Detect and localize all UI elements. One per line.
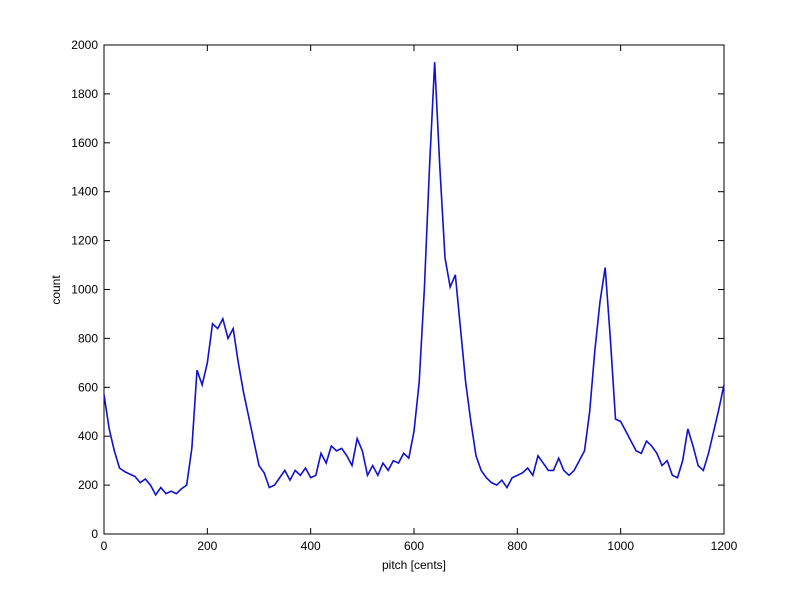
y-tick-label: 1000 xyxy=(71,283,98,297)
y-tick-label: 400 xyxy=(78,429,98,443)
y-tick-label: 600 xyxy=(78,380,98,394)
x-tick-label: 1200 xyxy=(711,539,738,553)
y-tick-label: 1800 xyxy=(71,87,98,101)
y-tick-label: 0 xyxy=(91,527,98,541)
y-tick-label: 800 xyxy=(78,331,98,345)
y-tick-label: 1200 xyxy=(71,234,98,248)
data-line xyxy=(103,62,725,497)
x-tick-label: 1000 xyxy=(607,539,634,553)
x-tick-label: 0 xyxy=(101,539,108,553)
y-axis-label: count xyxy=(49,275,63,305)
x-tick-label: 400 xyxy=(301,539,321,553)
x-tick-label: 200 xyxy=(197,539,217,553)
x-tick-label: 800 xyxy=(507,539,527,553)
y-tick-label: 2000 xyxy=(71,38,98,52)
x-tick-label: 600 xyxy=(404,539,424,553)
plot-frame xyxy=(103,44,725,535)
y-tick-label: 1400 xyxy=(71,185,98,199)
y-tick-label: 200 xyxy=(78,478,98,492)
y-tick-label: 1600 xyxy=(71,136,98,150)
x-axis-label: pitch [cents] xyxy=(382,558,446,572)
